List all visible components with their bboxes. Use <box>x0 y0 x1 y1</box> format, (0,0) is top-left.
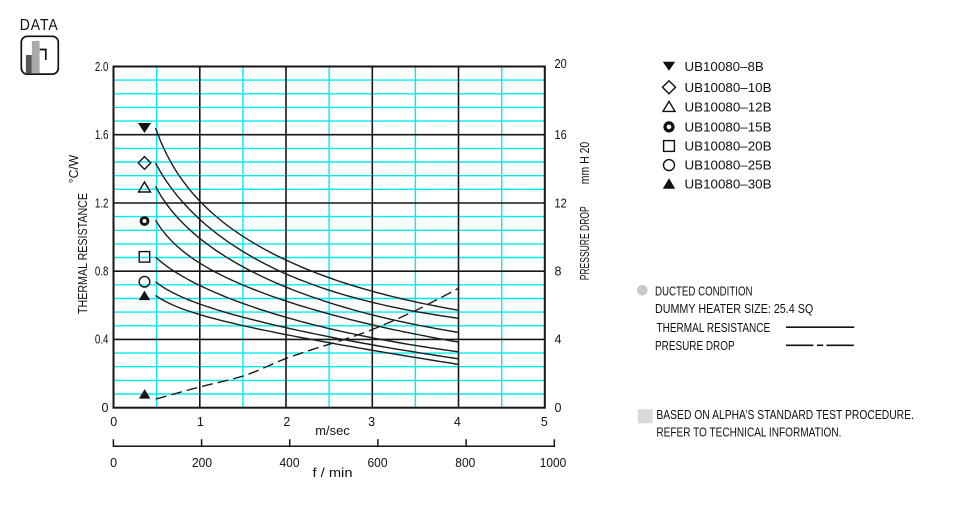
svg-text:12: 12 <box>555 196 567 210</box>
svg-text:800: 800 <box>455 456 475 470</box>
svg-text:DATA: DATA <box>20 17 59 34</box>
svg-text:16: 16 <box>555 128 567 142</box>
svg-text:DUCTED CONDITION: DUCTED CONDITION <box>655 284 753 298</box>
svg-text:REFER TO TECHNICAL INFORMATION: REFER TO TECHNICAL INFORMATION. <box>656 425 841 439</box>
svg-text:0: 0 <box>102 401 109 415</box>
svg-text:m/sec: m/sec <box>315 424 350 438</box>
svg-text:2.0: 2.0 <box>95 60 109 74</box>
svg-text:0.8: 0.8 <box>95 265 109 279</box>
svg-text:UB10080–8B: UB10080–8B <box>685 59 764 74</box>
svg-text:400: 400 <box>280 456 300 470</box>
svg-text:UB10080–30B: UB10080–30B <box>685 177 772 192</box>
svg-text:BASED ON ALPHA’S STANDARD TEST: BASED ON ALPHA’S STANDARD TEST PROCEDURE… <box>656 408 914 422</box>
svg-text:mm H 20: mm H 20 <box>578 142 592 185</box>
svg-text:0.4: 0.4 <box>95 333 109 347</box>
svg-text:UB10080–15B: UB10080–15B <box>685 120 772 135</box>
svg-text:4: 4 <box>454 415 461 429</box>
svg-text:UB10080–25B: UB10080–25B <box>685 158 772 173</box>
svg-text:1.6: 1.6 <box>95 128 109 142</box>
svg-text:600: 600 <box>368 456 388 470</box>
svg-text:2: 2 <box>283 415 290 429</box>
svg-text:THERMAL RESISTANCE: THERMAL RESISTANCE <box>657 321 771 335</box>
svg-text:PRESURE DROP: PRESURE DROP <box>655 339 735 353</box>
svg-text:°C/W: °C/W <box>67 155 81 184</box>
svg-text:DUMMY HEATER SIZE: 25.4 SQ: DUMMY HEATER SIZE: 25.4 SQ <box>655 302 813 316</box>
svg-text:1: 1 <box>197 415 204 429</box>
svg-text:3: 3 <box>368 415 375 429</box>
svg-text:0: 0 <box>555 401 562 415</box>
svg-text:PRESSURE DROP: PRESSURE DROP <box>578 206 592 280</box>
svg-text:0: 0 <box>110 415 117 429</box>
svg-text:UB10080–12B: UB10080–12B <box>685 99 772 114</box>
svg-text:20: 20 <box>555 57 567 71</box>
svg-text:f / min: f / min <box>313 466 353 480</box>
svg-text:1.2: 1.2 <box>95 196 109 210</box>
svg-text:0: 0 <box>110 456 117 470</box>
svg-text:UB10080–20B: UB10080–20B <box>685 139 772 154</box>
svg-text:200: 200 <box>192 456 212 470</box>
svg-text:8: 8 <box>555 265 562 279</box>
svg-text:UB10080–10B: UB10080–10B <box>685 80 772 95</box>
svg-text:4: 4 <box>555 333 562 347</box>
svg-text:THERMAL RESISTANCE: THERMAL RESISTANCE <box>76 193 90 314</box>
svg-text:1000: 1000 <box>540 456 567 470</box>
svg-text:5: 5 <box>541 415 548 429</box>
